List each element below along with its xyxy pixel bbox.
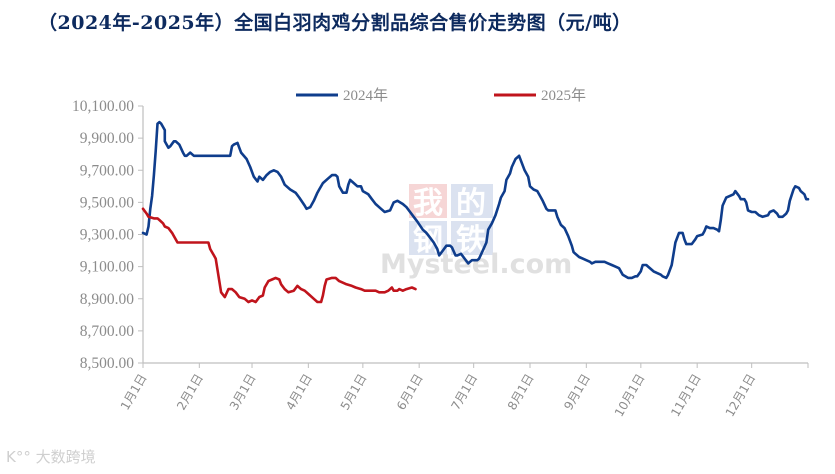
y-tick-label: 9,700.00 xyxy=(80,162,135,179)
x-tick-label: 6月1日 xyxy=(394,372,426,413)
y-tick-label: 9,900.00 xyxy=(80,130,135,147)
x-tick-label: 7月1日 xyxy=(449,372,481,413)
x-tick-label: 10月1日 xyxy=(612,372,648,420)
series-line-2025年 xyxy=(141,207,417,304)
series-lines xyxy=(141,120,810,304)
x-tick-label: 8月1日 xyxy=(505,372,537,413)
legend-label-2024: 2024年 xyxy=(343,87,388,104)
watermark-char: 我 xyxy=(413,186,443,221)
mysteel-watermark: 我 的 钢 铁 Mysteel.com xyxy=(380,184,572,280)
y-tick-label: 8,900.00 xyxy=(80,291,135,308)
y-tick-label: 9,300.00 xyxy=(80,227,135,244)
x-tick-label: 1月1日 xyxy=(118,372,150,413)
x-tick-label: 4月1日 xyxy=(283,372,315,413)
x-tick-label: 5月1日 xyxy=(338,372,370,413)
y-tick-label: 10,100.00 xyxy=(72,98,134,115)
watermark-text: Mysteel.com xyxy=(380,249,572,280)
x-tick-label: 9月1日 xyxy=(561,372,593,413)
x-tick-label: 3月1日 xyxy=(227,372,259,413)
series-line-2024年 xyxy=(141,120,810,280)
y-tick-label: 9,500.00 xyxy=(80,194,135,211)
x-tick-label: 2月1日 xyxy=(174,372,206,413)
x-tick-label: 11月1日 xyxy=(668,372,704,420)
chart-title: （2024年-2025年）全国白羽肉鸡分割品综合售价走势图（元/吨） xyxy=(38,12,632,34)
legend-label-2025: 2025年 xyxy=(541,87,586,104)
watermark-char: 的 xyxy=(456,186,486,221)
corner-watermark: K°° 大数跨境 xyxy=(6,448,96,466)
y-tick-label: 8,700.00 xyxy=(80,323,135,340)
y-tick-label: 9,100.00 xyxy=(80,259,135,276)
x-tick-label: 12月1日 xyxy=(723,372,759,420)
y-tick-label: 8,500.00 xyxy=(80,355,135,372)
legend: 2024年 2025年 xyxy=(296,87,586,104)
